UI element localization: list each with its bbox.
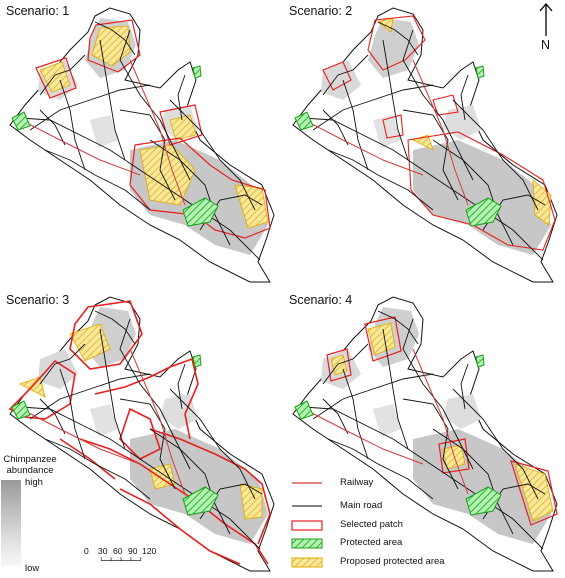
- abundance-title-line2: abundance: [6, 465, 54, 476]
- scenario-3-map: [8, 296, 275, 572]
- legend-label: Main road: [340, 500, 383, 511]
- abundance-legend-title: Chimpanzee abundance: [0, 454, 60, 476]
- legend-proposed-protected-area: Proposed protected area: [290, 555, 490, 569]
- abundance-title-line1: Chimpanzee: [3, 454, 57, 465]
- scenario-4-map: [292, 296, 558, 572]
- north-label: N: [541, 38, 551, 52]
- legend-selected-patch: Selected patch: [290, 518, 490, 532]
- abundance-color-ramp: [1, 480, 21, 566]
- abundance-low-label: low: [25, 563, 40, 574]
- panel-title: Scenario: 3: [6, 293, 70, 307]
- legend-label: Railway: [340, 477, 374, 488]
- scale-bar-graphic: [100, 557, 142, 562]
- proposed-protected-area-symbol-icon: [291, 557, 323, 568]
- panel-title: Scenario: 1: [6, 4, 70, 18]
- legend-label: Protected area: [340, 537, 403, 548]
- panel-title: Scenario: 2: [289, 4, 353, 18]
- scenario-3-panel: Scenario: 3: [0, 289, 282, 578]
- legend-main-road: Main road: [290, 499, 490, 513]
- scenario-1-panel: Scenario: 1: [0, 0, 282, 289]
- legend-railway: Railway: [290, 476, 490, 490]
- map-legend: Railway Main road Selected patch Protect…: [290, 473, 490, 573]
- north-arrow-icon: [539, 3, 553, 36]
- legend-label: Selected patch: [340, 519, 403, 530]
- road-symbol-icon: [292, 505, 322, 507]
- scenario-1-map: [9, 7, 275, 283]
- protected-area-symbol-icon: [291, 538, 323, 549]
- legend-protected-area: Protected area: [290, 536, 490, 550]
- selected-patch-symbol-icon: [291, 520, 323, 531]
- railway-symbol-icon: [292, 482, 322, 484]
- scenario-4-panel: Scenario: 4: [283, 289, 565, 578]
- abundance-high-label: high: [25, 477, 43, 488]
- scale-tick-label: 0: [84, 546, 89, 556]
- scale-tick-label: 30: [98, 546, 108, 556]
- scenario-2-map: [292, 7, 558, 283]
- legend-label: Proposed protected area: [340, 556, 445, 567]
- panel-title: Scenario: 4: [289, 293, 353, 307]
- scale-tick-label: 60: [113, 546, 123, 556]
- scale-tick-label: 90: [128, 546, 138, 556]
- scenario-2-panel: Scenario: 2: [283, 0, 565, 289]
- scale-tick-label: 120: [142, 546, 157, 556]
